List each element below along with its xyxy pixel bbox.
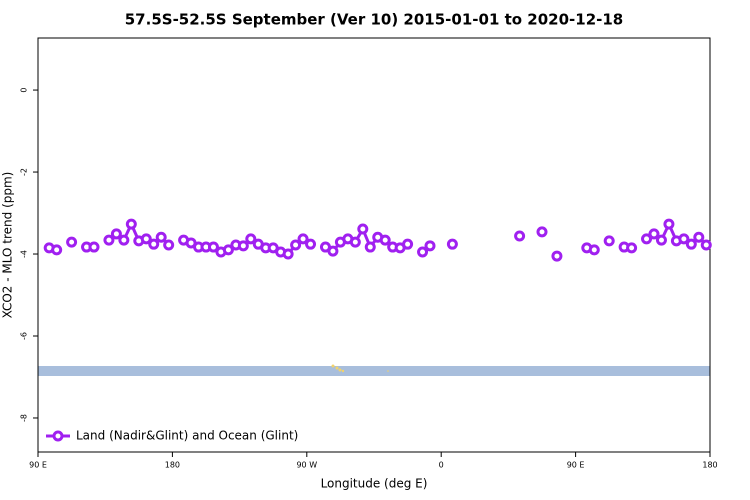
map-land bbox=[331, 364, 389, 373]
data-point bbox=[327, 245, 339, 257]
data-point bbox=[66, 236, 78, 248]
y-axis-title: XCO2 - MLO trend (ppm) bbox=[1, 172, 15, 319]
y-tick-label: -2 bbox=[20, 168, 29, 176]
data-point bbox=[163, 239, 175, 251]
data-point bbox=[641, 233, 653, 245]
data-point bbox=[693, 231, 705, 243]
data-point bbox=[357, 223, 369, 235]
data-point bbox=[297, 233, 309, 245]
data-point bbox=[514, 230, 526, 242]
legend-marker bbox=[52, 430, 64, 442]
x-tick-label: 0 bbox=[439, 461, 444, 470]
data-point bbox=[118, 234, 130, 246]
data-point bbox=[155, 231, 167, 243]
data-point bbox=[603, 235, 615, 247]
y-tick-label: 0 bbox=[20, 88, 29, 93]
y-tick-label: -6 bbox=[20, 332, 29, 340]
x-axis-title: Longitude (deg E) bbox=[321, 477, 428, 491]
data-point bbox=[282, 248, 294, 260]
data-point bbox=[626, 242, 638, 254]
data-point bbox=[678, 233, 690, 245]
data-point bbox=[305, 238, 317, 250]
data-point bbox=[402, 238, 414, 250]
data-point bbox=[140, 233, 152, 245]
data-point bbox=[237, 240, 249, 252]
data-point bbox=[222, 244, 234, 256]
data-point bbox=[88, 241, 100, 253]
legend-label: Land (Nadir&Glint) and Ocean (Glint) bbox=[76, 429, 298, 443]
data-point bbox=[364, 241, 376, 253]
data-point bbox=[245, 233, 257, 245]
data-point bbox=[103, 234, 115, 246]
y-tick-label: -8 bbox=[20, 414, 29, 422]
data-point bbox=[648, 228, 660, 240]
y-tick-label: -4 bbox=[20, 250, 29, 258]
x-tick-label: 90 W bbox=[296, 461, 317, 470]
data-point bbox=[551, 250, 563, 262]
data-point bbox=[110, 228, 122, 240]
data-point bbox=[446, 238, 458, 250]
data-point bbox=[290, 239, 302, 251]
data-point bbox=[349, 236, 361, 248]
data-point bbox=[417, 246, 429, 258]
chart-title: 57.5S-52.5S September (Ver 10) 2015-01-0… bbox=[125, 11, 624, 29]
data-point bbox=[700, 239, 712, 251]
data-point bbox=[379, 234, 391, 246]
data-point bbox=[655, 234, 667, 246]
data-point bbox=[424, 240, 436, 252]
data-point bbox=[685, 238, 697, 250]
x-tick-label: 90 E bbox=[567, 461, 585, 470]
data-point bbox=[588, 244, 600, 256]
data-point bbox=[663, 218, 675, 230]
data-point bbox=[51, 244, 63, 256]
data-point bbox=[536, 226, 548, 238]
x-tick-label: 180 bbox=[702, 461, 717, 470]
x-tick-label: 90 E bbox=[29, 461, 47, 470]
data-point bbox=[125, 218, 137, 230]
data-point bbox=[207, 241, 219, 253]
data-point bbox=[148, 238, 160, 250]
x-tick-label: 180 bbox=[165, 461, 180, 470]
map-strip bbox=[38, 366, 710, 376]
